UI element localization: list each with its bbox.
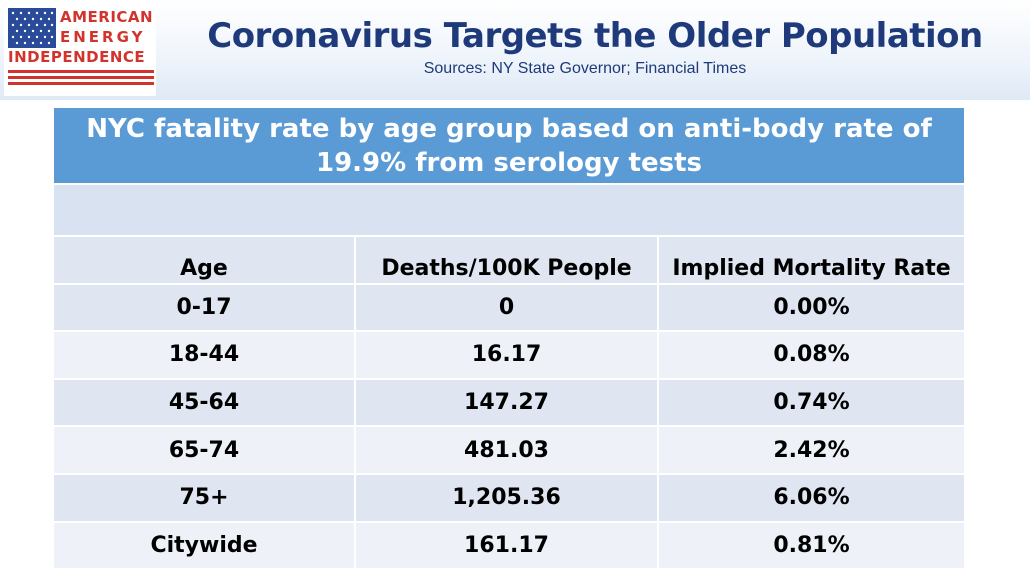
logo: AMERICAN ENERGY INDEPENDENCE <box>4 4 156 96</box>
mortality-cell: 0.81% <box>773 532 850 558</box>
fatality-table: NYC fatality rate by age group based on … <box>54 108 964 569</box>
mortality-cell: 2.42% <box>773 437 850 463</box>
header-band <box>0 0 1030 100</box>
deaths-cell: 16.17 <box>356 332 659 378</box>
deaths-cell: 1,205.36 <box>356 474 659 521</box>
logo-text-independence: INDEPENDENCE <box>8 48 146 66</box>
deaths-cell: 147.27 <box>356 379 659 426</box>
table-spacer-row <box>54 183 964 235</box>
page-subtitle: Sources: NY State Governor; Financial Ti… <box>423 60 747 77</box>
age-cell: 45-64 <box>54 379 356 426</box>
column-header-deaths: Deaths/100K People <box>356 237 659 283</box>
age-cell: Citywide <box>54 522 356 569</box>
mortality-cell: 0.00% <box>773 294 850 320</box>
table-row: Citywide 161.17 0.81% <box>54 520 964 569</box>
page-title: Coronavirus Targets the Older Population <box>207 16 983 56</box>
mortality-cell: 0.74% <box>773 390 850 416</box>
table-row: 75+ 1,205.36 6.06% <box>54 472 964 521</box>
deaths-cell: 481.03 <box>356 427 659 473</box>
age-cell: 75+ <box>54 474 356 521</box>
mortality-cell: 6.06% <box>773 485 850 511</box>
table-header-row: Age Deaths/100K People Implied Mortality… <box>54 235 964 283</box>
logo-text-american: AMERICAN <box>60 8 154 26</box>
age-cell: 18-44 <box>54 332 356 378</box>
table-row: 18-44 16.17 0.08% <box>54 330 964 378</box>
column-header-age: Age <box>54 237 356 283</box>
table-row: 45-64 147.27 0.74% <box>54 377 964 426</box>
table-title: NYC fatality rate by age group based on … <box>54 108 964 183</box>
us-flag-icon <box>8 8 56 48</box>
mortality-cell: 0.08% <box>773 342 850 368</box>
age-cell: 65-74 <box>54 427 356 473</box>
age-cell: 0-17 <box>54 284 356 331</box>
table-row: 0-17 0 0.00% <box>54 282 964 331</box>
deaths-cell: 161.17 <box>356 522 659 569</box>
logo-stripes <box>8 70 154 88</box>
deaths-cell: 0 <box>356 284 659 331</box>
table-row: 65-74 481.03 2.42% <box>54 425 964 473</box>
column-header-mortality: Implied Mortality Rate <box>672 255 951 281</box>
logo-text-energy: ENERGY <box>60 28 146 46</box>
